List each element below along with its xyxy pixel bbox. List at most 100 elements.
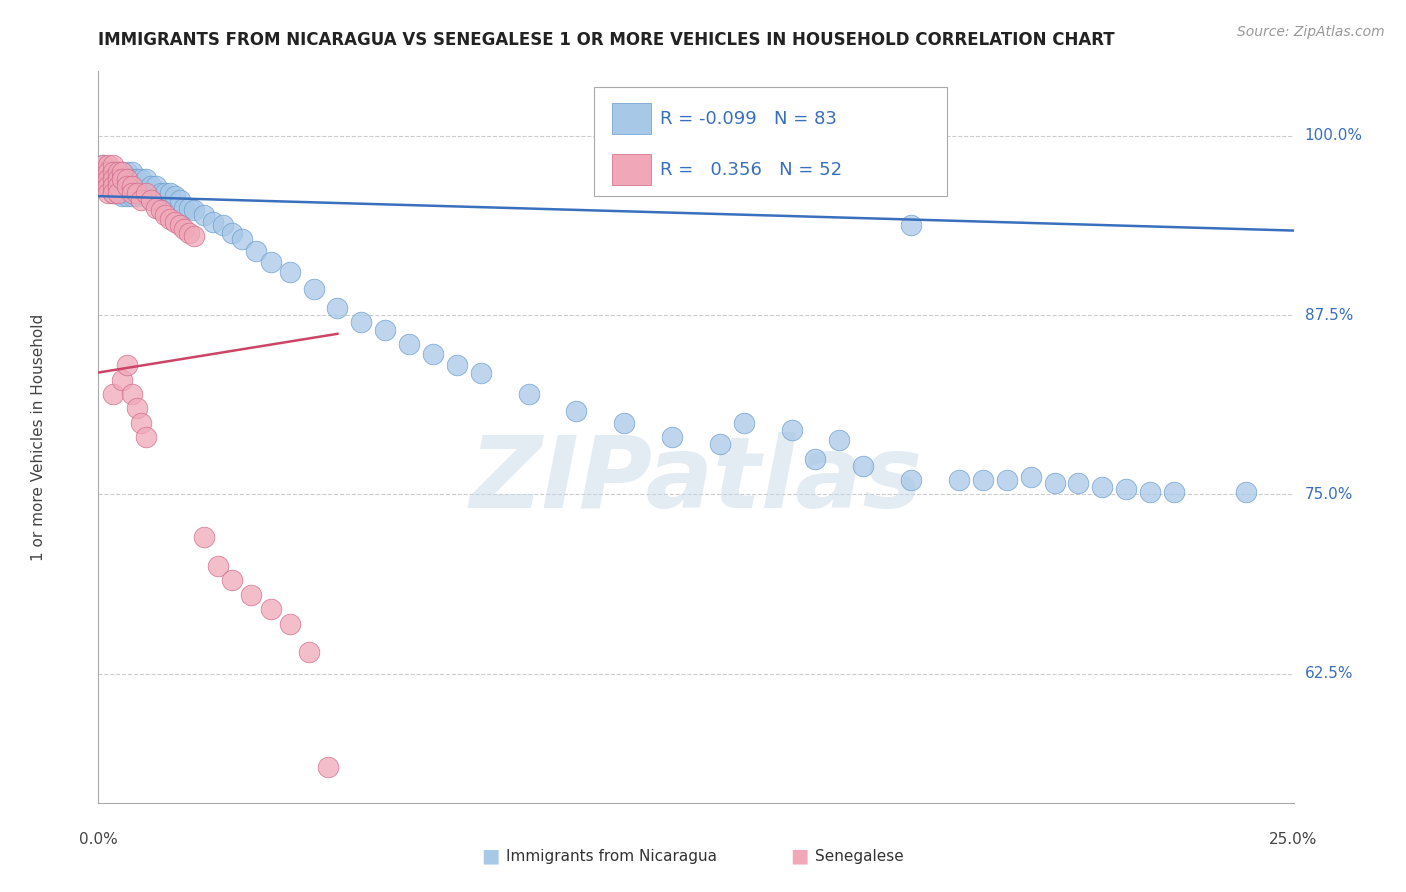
Text: 75.0%: 75.0% bbox=[1305, 487, 1353, 502]
Text: 0.0%: 0.0% bbox=[79, 832, 118, 847]
Point bbox=[101, 387, 124, 401]
Point bbox=[446, 359, 468, 373]
Point bbox=[107, 186, 129, 201]
Point bbox=[97, 165, 120, 179]
Point bbox=[101, 172, 124, 186]
Point bbox=[101, 186, 124, 201]
Text: 62.5%: 62.5% bbox=[1305, 666, 1353, 681]
Bar bbox=[612, 154, 651, 185]
Point bbox=[1043, 475, 1066, 490]
Point bbox=[91, 165, 114, 179]
Point bbox=[121, 172, 143, 186]
Point bbox=[240, 588, 263, 602]
Point bbox=[1234, 484, 1257, 499]
Point bbox=[173, 201, 195, 215]
Point bbox=[350, 315, 373, 329]
Point bbox=[107, 165, 129, 179]
Point bbox=[193, 208, 215, 222]
Point bbox=[733, 416, 755, 430]
Point bbox=[145, 194, 167, 208]
Point bbox=[115, 179, 138, 194]
Point bbox=[326, 301, 349, 315]
Point bbox=[101, 172, 124, 186]
Point bbox=[183, 203, 205, 218]
Point bbox=[163, 189, 186, 203]
Text: 100.0%: 100.0% bbox=[1305, 128, 1362, 144]
Text: ■: ■ bbox=[790, 847, 808, 866]
Point bbox=[131, 194, 153, 208]
Point bbox=[91, 158, 114, 172]
Point bbox=[1115, 482, 1137, 496]
Point bbox=[115, 189, 138, 203]
Point bbox=[111, 165, 134, 179]
Point bbox=[145, 179, 167, 194]
Point bbox=[149, 186, 172, 201]
Point bbox=[125, 401, 148, 416]
Point bbox=[91, 179, 114, 194]
Point bbox=[245, 244, 267, 258]
FancyBboxPatch shape bbox=[595, 87, 946, 195]
Point bbox=[121, 186, 143, 201]
Point bbox=[131, 183, 153, 197]
Point bbox=[1091, 480, 1114, 494]
Point bbox=[121, 189, 143, 203]
Point bbox=[298, 645, 321, 659]
Point bbox=[97, 179, 120, 194]
Point bbox=[517, 387, 540, 401]
Text: R = -0.099   N = 83: R = -0.099 N = 83 bbox=[661, 110, 837, 128]
Point bbox=[169, 218, 191, 232]
Point bbox=[149, 203, 172, 218]
Point bbox=[107, 179, 129, 194]
Point bbox=[111, 373, 134, 387]
Point bbox=[101, 165, 124, 179]
Point bbox=[97, 172, 120, 186]
Point bbox=[107, 186, 129, 201]
Point bbox=[121, 387, 143, 401]
Point bbox=[1019, 470, 1042, 484]
Point bbox=[101, 165, 124, 179]
Point bbox=[125, 172, 148, 186]
Point bbox=[780, 423, 803, 437]
Point bbox=[278, 616, 301, 631]
Point bbox=[139, 194, 162, 208]
Point bbox=[135, 186, 157, 201]
Point bbox=[221, 574, 243, 588]
Point bbox=[828, 433, 851, 447]
Point bbox=[131, 172, 153, 186]
Point bbox=[97, 186, 120, 201]
Point bbox=[115, 165, 138, 179]
Point bbox=[259, 255, 281, 269]
Point bbox=[661, 430, 683, 444]
Point bbox=[111, 165, 134, 179]
Text: R =   0.356   N = 52: R = 0.356 N = 52 bbox=[661, 161, 842, 178]
Point bbox=[207, 559, 229, 574]
Point bbox=[565, 404, 588, 418]
Text: 87.5%: 87.5% bbox=[1305, 308, 1353, 323]
Point bbox=[613, 416, 636, 430]
Point bbox=[101, 186, 124, 201]
Point bbox=[111, 189, 134, 203]
Point bbox=[709, 437, 731, 451]
Point bbox=[231, 232, 253, 246]
Point bbox=[107, 179, 129, 194]
Point bbox=[221, 227, 243, 241]
Point bbox=[900, 473, 922, 487]
Point bbox=[173, 222, 195, 236]
Point bbox=[183, 229, 205, 244]
Point bbox=[91, 165, 114, 179]
Point bbox=[259, 602, 281, 616]
Point bbox=[101, 179, 124, 194]
Point bbox=[91, 158, 114, 172]
Text: IMMIGRANTS FROM NICARAGUA VS SENEGALESE 1 OR MORE VEHICLES IN HOUSEHOLD CORRELAT: IMMIGRANTS FROM NICARAGUA VS SENEGALESE … bbox=[98, 31, 1115, 49]
Point bbox=[995, 473, 1018, 487]
Point bbox=[121, 179, 143, 194]
Point bbox=[139, 179, 162, 194]
Point bbox=[211, 218, 233, 232]
Point bbox=[470, 366, 492, 380]
Point bbox=[121, 165, 143, 179]
Text: Immigrants from Nicaragua: Immigrants from Nicaragua bbox=[506, 849, 717, 863]
Point bbox=[111, 172, 134, 186]
Point bbox=[125, 189, 148, 203]
Text: ■: ■ bbox=[481, 847, 499, 866]
Point bbox=[422, 347, 444, 361]
